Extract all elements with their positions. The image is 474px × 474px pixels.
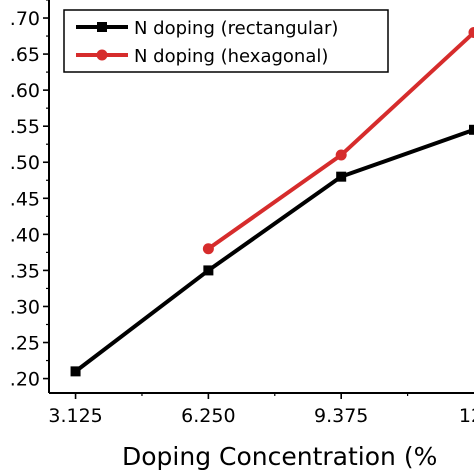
data-point-circle [335, 149, 347, 161]
legend-label-2: N doping (hexagonal) [134, 46, 328, 67]
y-tick-label: .55 [10, 116, 40, 138]
y-tick-label: .65 [10, 44, 40, 66]
series-line-1 [74, 127, 474, 373]
y-tick-label: .60 [10, 80, 40, 102]
x-tick-label: 3.125 [48, 405, 102, 427]
data-point-square [203, 265, 214, 276]
legend-box [63, 9, 389, 73]
y-tick-label: .35 [10, 260, 40, 282]
legend-marker-circle [96, 49, 108, 61]
y-tick-label: .30 [10, 296, 40, 318]
legend: N doping (rectangular) N doping (hexagona… [63, 9, 389, 73]
x-tick-label: 6.250 [181, 405, 235, 427]
data-point-square [469, 124, 474, 135]
legend-label-1: N doping (rectangular) [134, 18, 338, 39]
y-tick-label: .20 [10, 369, 40, 391]
y-tick-label: .50 [10, 152, 40, 174]
x-tick-label: 12. [459, 405, 474, 427]
data-point-circle [202, 243, 214, 255]
legend-marker-square [97, 22, 107, 32]
y-tick-label: .25 [10, 333, 40, 355]
y-tick-label: .40 [10, 224, 40, 246]
series-layer [70, 26, 474, 377]
data-point-circle [468, 26, 474, 38]
axes [48, 0, 474, 394]
y-tick-label: .45 [10, 188, 40, 210]
x-tick-label: 9.375 [314, 405, 368, 427]
x-axis-title: Doping Concentration (% [122, 442, 437, 471]
data-point-square [70, 366, 81, 377]
axis-ticks: .20 .25 .30 .35 .40 .45 .50 .55 .60 .65 .70 3.125 6.… [10, 0, 474, 427]
data-point-square [336, 171, 347, 182]
y-tick-label: .70 [10, 8, 40, 30]
